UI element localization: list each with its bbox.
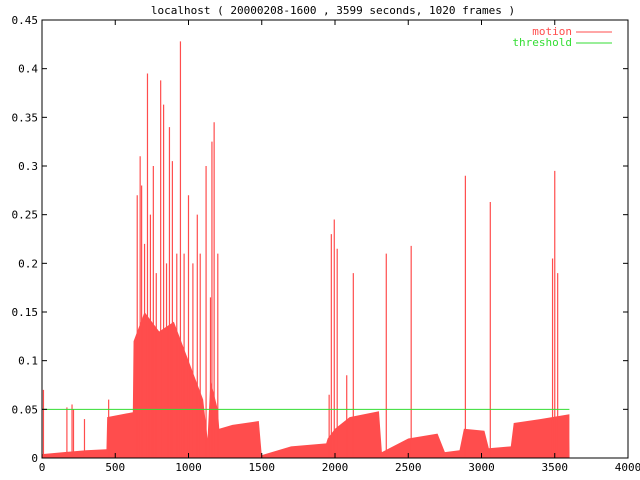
y-tick-label: 0 bbox=[31, 452, 38, 465]
x-tick-label: 4000 bbox=[615, 461, 640, 474]
x-tick-label: 0 bbox=[39, 461, 46, 474]
motion-series bbox=[42, 41, 570, 458]
y-tick-label: 0.05 bbox=[12, 403, 39, 416]
x-tick-label: 3000 bbox=[468, 461, 495, 474]
y-tick-label: 0.35 bbox=[12, 111, 39, 124]
y-tick-label: 0.3 bbox=[18, 160, 38, 173]
y-tick-label: 0.15 bbox=[12, 306, 39, 319]
x-tick-label: 2000 bbox=[322, 461, 349, 474]
chart-title: localhost ( 20000208-1600 , 3599 seconds… bbox=[151, 4, 515, 17]
x-tick-label: 3500 bbox=[542, 461, 569, 474]
y-tick-label: 0.45 bbox=[12, 14, 39, 27]
y-tick-label: 0.1 bbox=[18, 355, 38, 368]
y-tick-label: 0.4 bbox=[18, 63, 38, 76]
x-axis: 0 500 1000 1500 2000 2500 3000 3500 4000 bbox=[39, 20, 640, 474]
y-tick-label: 0.25 bbox=[12, 209, 39, 222]
legend: motion threshold bbox=[512, 25, 612, 49]
legend-motion-label: motion bbox=[532, 25, 572, 38]
motion-area bbox=[42, 312, 570, 458]
y-axis: 0 0.05 0.1 0.15 0.2 0.25 0.3 0.35 0.4 0.45 bbox=[12, 14, 628, 465]
legend-threshold-label: threshold bbox=[512, 36, 572, 49]
x-tick-label: 500 bbox=[105, 461, 125, 474]
x-tick-label: 1500 bbox=[249, 461, 276, 474]
y-tick-label: 0.2 bbox=[18, 257, 38, 270]
x-tick-label: 1000 bbox=[175, 461, 202, 474]
x-tick-label: 2500 bbox=[395, 461, 422, 474]
